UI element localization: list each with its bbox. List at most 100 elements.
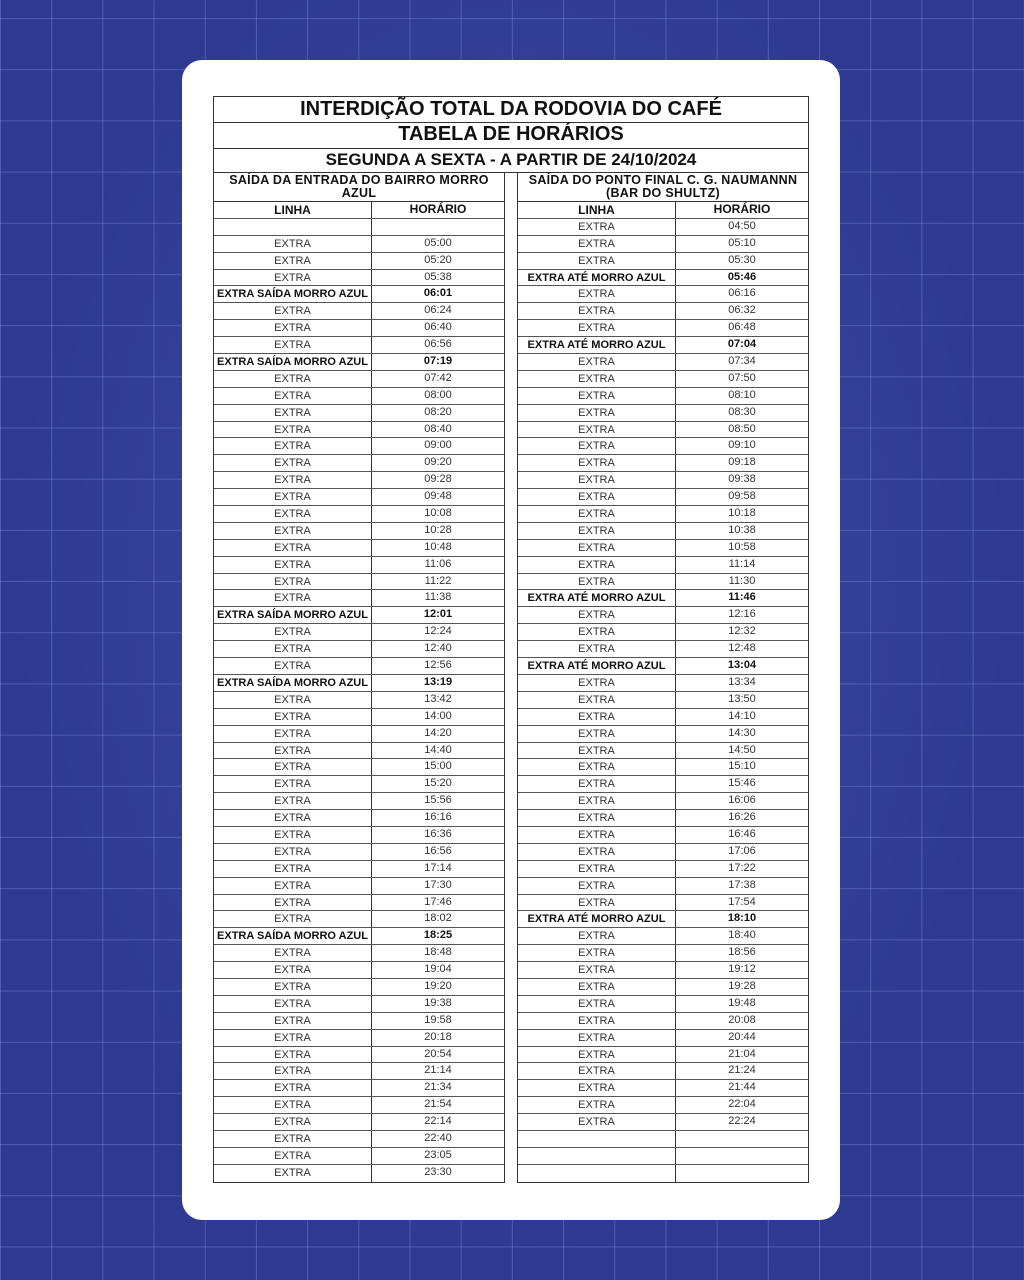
- column-header-linha: LINHA: [518, 202, 676, 218]
- linha-cell: EXTRA: [518, 539, 676, 556]
- table-row: EXTRA 09:38: [518, 472, 808, 490]
- linha-cell: EXTRA: [214, 1063, 372, 1080]
- horario-cell: 18:02: [424, 912, 452, 925]
- table-row: EXTRA 04:50: [518, 218, 808, 236]
- table-row: EXTRA 17:30: [214, 877, 504, 895]
- table-row: EXTRA 14:20: [214, 725, 504, 743]
- horario-cell: 11:14: [728, 557, 756, 570]
- linha-cell: EXTRA: [214, 826, 372, 843]
- table-row: EXTRA 07:42: [214, 370, 504, 388]
- linha-cell: EXTRA: [214, 438, 372, 455]
- table-row: EXTRA 08:50: [518, 421, 808, 439]
- table-row: EXTRA ATÉ MORRO AZUL 18:10: [518, 911, 808, 929]
- linha-cell: EXTRA: [214, 894, 372, 911]
- linha-cell: EXTRA: [518, 455, 676, 472]
- table-row: EXTRA 16:06: [518, 793, 808, 811]
- table-row: EXTRA 17:06: [518, 843, 808, 861]
- table-row: EXTRA 15:20: [214, 776, 504, 794]
- horario-cell: 14:20: [424, 726, 452, 739]
- horario-cell: 14:00: [424, 709, 452, 722]
- horario-cell: 19:48: [728, 996, 756, 1009]
- table-row: [214, 218, 504, 236]
- horario-cell: 17:38: [728, 878, 756, 891]
- linha-cell: EXTRA: [518, 235, 676, 252]
- horario-cell: [676, 1165, 808, 1182]
- horario-cell: 16:26: [728, 811, 756, 824]
- table-row: EXTRA 22:24: [518, 1114, 808, 1131]
- column-header-horario: HORÁRIO: [713, 202, 771, 216]
- linha-cell: EXTRA: [214, 691, 372, 708]
- linha-cell: EXTRA: [214, 539, 372, 556]
- column-header-linha: LINHA: [214, 202, 372, 218]
- horario-cell: 07:42: [424, 371, 452, 384]
- horario-cell: 15:00: [424, 760, 452, 773]
- horario-cell: 20:08: [728, 1013, 756, 1026]
- linha-cell: EXTRA: [214, 1147, 372, 1164]
- table-row: EXTRA 22:40: [214, 1130, 504, 1148]
- horario-cell: 17:14: [424, 861, 452, 874]
- linha-cell: EXTRA: [518, 1029, 676, 1046]
- left-schedule-table: SAÍDA DA ENTRADA DO BAIRRO MORRO AZUL LI…: [213, 172, 505, 1183]
- horario-cell: 17:46: [424, 895, 452, 908]
- linha-cell: EXTRA: [518, 928, 676, 945]
- table-row: EXTRA 19:12: [518, 962, 808, 979]
- table-row: [518, 1164, 808, 1182]
- table-row: EXTRA 08:30: [518, 404, 808, 422]
- linha-cell: EXTRA: [518, 962, 676, 978]
- horario-cell: 21:24: [728, 1064, 756, 1077]
- linha-cell: EXTRA: [214, 404, 372, 421]
- linha-cell: EXTRA: [214, 235, 372, 252]
- table-row: EXTRA 16:56: [214, 843, 504, 861]
- linha-cell: EXTRA: [518, 641, 676, 658]
- linha-cell: EXTRA: [518, 843, 676, 860]
- horario-cell: 05:20: [424, 253, 452, 266]
- table-row: EXTRA 11:06: [214, 556, 504, 574]
- horario-cell: 13:34: [728, 675, 756, 688]
- linha-cell: EXTRA: [518, 556, 676, 573]
- table-row: EXTRA ATÉ MORRO AZUL 11:46: [518, 590, 808, 608]
- linha-cell: EXTRA: [214, 776, 372, 793]
- table-row: EXTRA 11:22: [214, 573, 504, 591]
- table-row: EXTRA SAÍDA MORRO AZUL 06:01: [214, 286, 504, 304]
- linha-cell: EXTRA: [518, 810, 676, 826]
- linha-cell: EXTRA: [214, 624, 372, 641]
- table-row: EXTRA 22:04: [518, 1097, 808, 1115]
- horario-cell: 16:56: [424, 844, 452, 857]
- linha-cell: EXTRA: [214, 252, 372, 269]
- linha-cell: EXTRA: [214, 1164, 372, 1182]
- horario-cell: 04:50: [728, 219, 756, 232]
- right-table-heading: SAÍDA DO PONTO FINAL C. G. NAUMANNN (BAR…: [518, 172, 808, 202]
- horario-cell: 06:32: [728, 304, 756, 317]
- horario-cell: 11:46: [728, 591, 756, 604]
- linha-cell: EXTRA: [518, 472, 676, 489]
- linha-cell: EXTRA: [518, 978, 676, 995]
- horario-cell: 11:38: [424, 591, 452, 604]
- linha-cell: EXTRA: [518, 894, 676, 911]
- horario-cell: 08:40: [424, 422, 452, 435]
- page-subtitle: TABELA DE HORÁRIOS: [213, 122, 809, 149]
- horario-cell: 09:58: [728, 490, 756, 503]
- table-row: EXTRA 18:56: [518, 945, 808, 963]
- linha-cell: [518, 1130, 676, 1147]
- horario-cell: 22:04: [728, 1098, 756, 1111]
- table-row: EXTRA 19:58: [214, 1012, 504, 1030]
- linha-cell: EXTRA: [214, 641, 372, 658]
- horario-cell: 09:38: [728, 473, 756, 486]
- horario-cell: 07:04: [727, 338, 757, 351]
- horario-cell: 09:20: [424, 456, 452, 469]
- table-row: EXTRA 11:14: [518, 556, 808, 574]
- linha-cell: EXTRA: [214, 911, 372, 928]
- linha-cell: EXTRA: [518, 826, 676, 843]
- linha-cell: EXTRA SAÍDA MORRO AZUL: [214, 674, 372, 691]
- linha-cell: EXTRA: [518, 725, 676, 742]
- linha-cell: EXTRA ATÉ MORRO AZUL: [518, 658, 676, 674]
- linha-cell: EXTRA: [518, 252, 676, 269]
- linha-cell: EXTRA SAÍDA MORRO AZUL: [214, 354, 372, 370]
- table-row: EXTRA 15:46: [518, 776, 808, 794]
- horario-cell: 22:24: [728, 1115, 756, 1128]
- linha-cell: EXTRA: [214, 725, 372, 742]
- linha-cell: EXTRA: [214, 1080, 372, 1097]
- horario-cell: [372, 219, 504, 235]
- linha-cell: EXTRA: [518, 489, 676, 506]
- linha-cell: EXTRA: [214, 1114, 372, 1130]
